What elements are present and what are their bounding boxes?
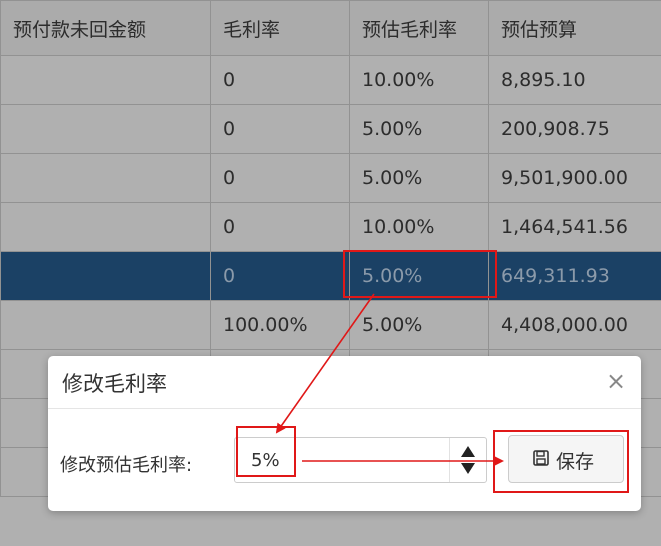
table-cell[interactable]: 4,408,000.00	[488, 300, 661, 350]
table-cell[interactable]: 9,501,900.00	[488, 153, 661, 203]
number-spinner	[449, 438, 486, 482]
save-button-label: 保存	[556, 451, 595, 473]
table-cell[interactable]: 649,311.93	[488, 251, 661, 301]
spin-down-icon[interactable]	[461, 463, 475, 474]
table-row[interactable]: 0 10.00% 8,895.10	[0, 55, 661, 105]
grid-header-row: 预付款未回金额 毛利率 预估毛利率 预估预算	[0, 0, 661, 56]
table-cell[interactable]	[0, 55, 211, 105]
estimated-margin-input[interactable]: 5%	[234, 437, 487, 483]
estimated-margin-label: 修改预估毛利率:	[60, 455, 193, 476]
estimated-margin-value[interactable]: 5%	[251, 450, 280, 471]
column-header-gross-margin[interactable]: 毛利率	[210, 0, 350, 56]
close-icon[interactable]: ×	[605, 367, 627, 395]
table-cell[interactable]: 5.00%	[349, 251, 489, 301]
column-header-estimated-budget[interactable]: 预估预算	[488, 0, 661, 56]
table-cell[interactable]: 1,464,541.56	[488, 202, 661, 252]
table-cell[interactable]: 0	[210, 55, 350, 105]
dialog-header: 修改毛利率 ×	[48, 356, 641, 409]
table-cell[interactable]	[0, 202, 211, 252]
edit-margin-dialog: 修改毛利率 × 修改预估毛利率: 5% 保存	[48, 356, 641, 511]
table-cell[interactable]: 0	[210, 202, 350, 252]
save-button[interactable]: 保存	[508, 435, 624, 483]
column-header-prepayment-unreturned[interactable]: 预付款未回金额	[0, 0, 211, 56]
table-cell[interactable]: 8,895.10	[488, 55, 661, 105]
table-cell[interactable]: 200,908.75	[488, 104, 661, 154]
column-header-estimated-gross-margin[interactable]: 预估毛利率	[349, 0, 489, 56]
table-cell[interactable]: 10.00%	[349, 202, 489, 252]
table-cell[interactable]: 0	[210, 153, 350, 203]
table-cell[interactable]	[0, 104, 211, 154]
table-cell[interactable]	[0, 300, 211, 350]
table-cell[interactable]: 10.00%	[349, 55, 489, 105]
table-cell[interactable]: 5.00%	[349, 104, 489, 154]
table-row[interactable]: 100.00% 5.00% 4,408,000.00	[0, 300, 661, 350]
table-cell[interactable]: 0	[210, 251, 350, 301]
table-row[interactable]: 0 5.00% 200,908.75	[0, 104, 661, 154]
table-cell[interactable]: 0	[210, 104, 350, 154]
floppy-disk-icon	[533, 450, 549, 466]
table-cell[interactable]	[0, 153, 211, 203]
table-row[interactable]: 0 10.00% 1,464,541.56	[0, 202, 661, 252]
table-cell[interactable]	[0, 251, 211, 301]
spin-up-icon[interactable]	[461, 446, 475, 457]
dialog-title: 修改毛利率	[62, 372, 167, 396]
table-cell[interactable]: 5.00%	[349, 153, 489, 203]
dialog-body: 修改预估毛利率: 5% 保存	[48, 409, 641, 511]
table-row[interactable]: 0 5.00% 649,311.93	[0, 251, 661, 301]
table-row[interactable]: 0 5.00% 9,501,900.00	[0, 153, 661, 203]
table-cell[interactable]: 5.00%	[349, 300, 489, 350]
table-cell[interactable]: 100.00%	[210, 300, 350, 350]
